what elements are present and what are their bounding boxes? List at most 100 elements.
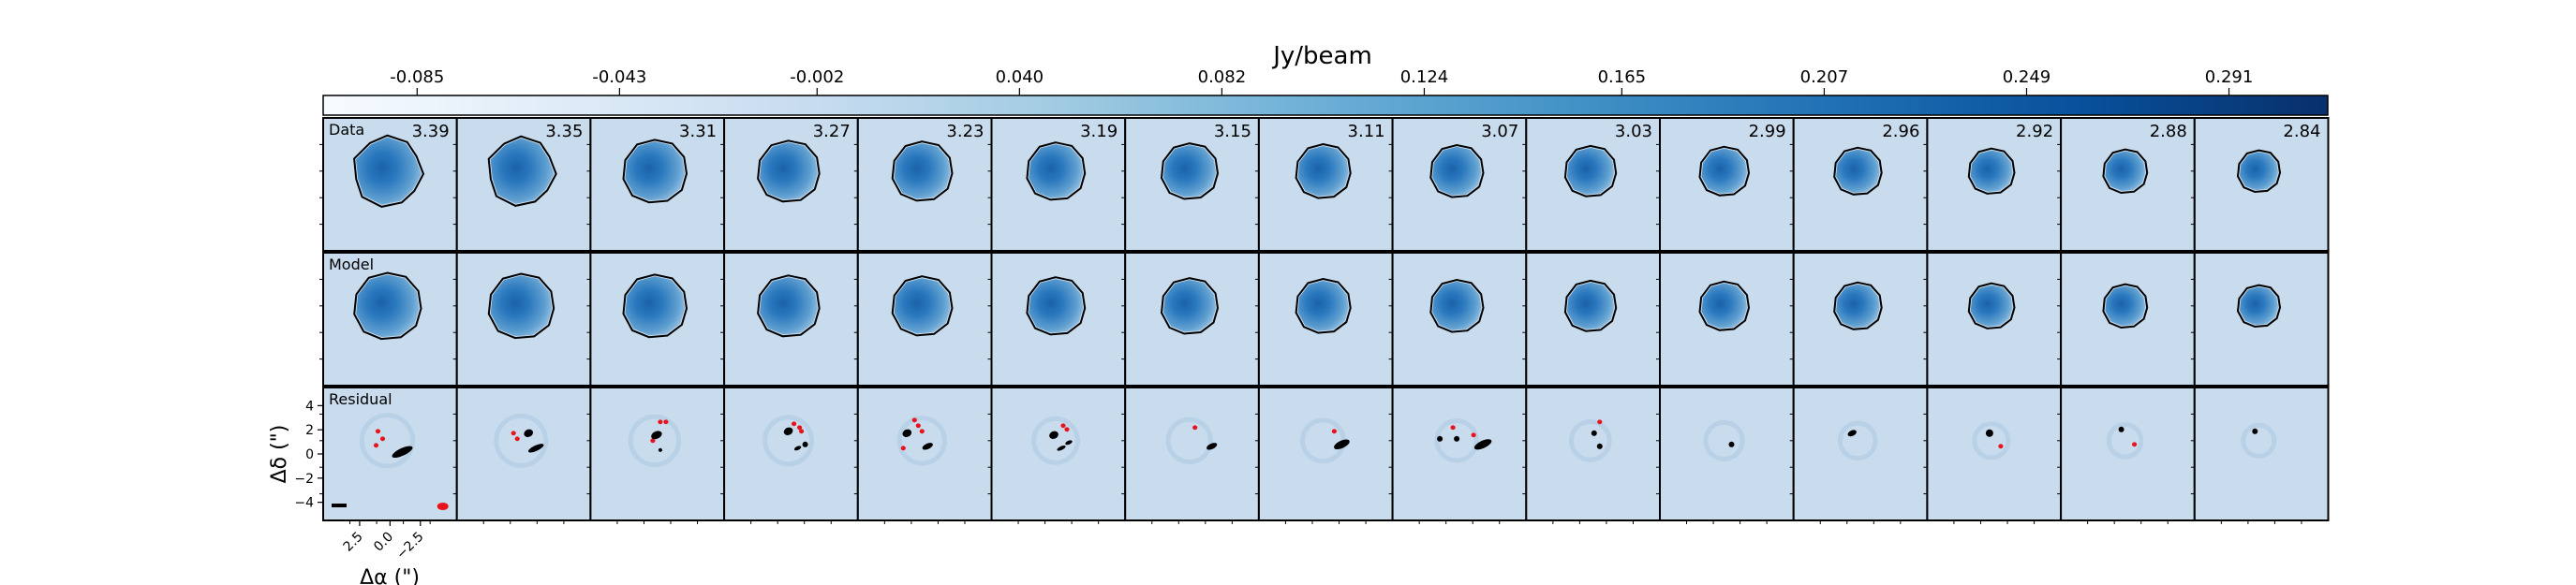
panel-data-2.99: 2.99 <box>1656 117 1795 255</box>
colorbar-tick-label: 0.040 <box>996 67 1044 87</box>
y-tick-label: −4 <box>294 496 314 511</box>
colorbar-tick-label: 0.082 <box>1198 67 1247 87</box>
emission-contour <box>1429 278 1485 333</box>
y-tick-label: 4 <box>305 399 314 414</box>
residual-negative-blob <box>1207 443 1218 450</box>
residual-positive-blob <box>791 421 797 427</box>
emission-blob <box>1701 148 1747 194</box>
emission-contour <box>2102 148 2149 195</box>
emission-blob <box>1432 281 1482 330</box>
colorbar-tick-label: 0.207 <box>1800 67 1849 87</box>
channel-label: 2.92 <box>2016 122 2053 141</box>
colorbar-tick-label: -0.043 <box>592 67 646 87</box>
panel-model-2.84 <box>2190 252 2330 389</box>
channel-label: 2.96 <box>1882 122 1919 141</box>
emission-contour <box>1967 147 2016 195</box>
residual-negative-blob <box>793 446 802 451</box>
emission-contour <box>622 273 688 339</box>
panel-residual-3.23 <box>853 387 993 524</box>
residual-positive-blob <box>1471 432 1476 438</box>
channel-label: 2.88 <box>2150 122 2187 141</box>
emission-blob <box>1163 280 1216 332</box>
residual-positive-blob <box>373 443 379 448</box>
panel-residual-2.96 <box>1789 387 1929 524</box>
emission-blob <box>1701 283 1747 329</box>
emission-blob <box>625 276 685 336</box>
residual-negative-blob <box>1454 435 1460 442</box>
channel-label: 3.07 <box>1481 122 1518 141</box>
colorbar-tick-label: 0.291 <box>2205 67 2254 87</box>
residual-negative-blob <box>1437 435 1443 442</box>
emission-blob <box>1566 147 1615 195</box>
residual-ring <box>2106 421 2144 460</box>
residual-positive-blob <box>1331 429 1337 434</box>
emission-contour <box>1160 277 1220 335</box>
residual-positive-blob <box>911 417 917 423</box>
channel-label: 3.11 <box>1348 122 1385 141</box>
residual-positive-blob <box>915 423 921 429</box>
emission-blob <box>1297 146 1349 197</box>
residual-negative-blob <box>802 441 808 447</box>
x-tick-label: 0.0 <box>371 530 396 555</box>
colorbar-tick-label: -0.085 <box>390 67 444 87</box>
emission-contour <box>1295 277 1352 334</box>
panel-data-3.39: Data 3.39 <box>319 117 458 255</box>
residual-positive-blob <box>1450 425 1456 431</box>
emission-blob <box>490 275 553 337</box>
channel-label: 3.23 <box>946 122 984 141</box>
panel-data-3.11: 3.11 <box>1254 117 1394 255</box>
residual-negative-blob <box>651 431 662 440</box>
residual-negative-blob <box>658 447 662 452</box>
y-axis-label: Δδ (") <box>268 425 291 484</box>
panel-data-3.27: 3.27 <box>720 117 859 255</box>
emission-contour <box>1698 145 1751 197</box>
emission-contour <box>891 140 954 202</box>
residual-negative-blob <box>1985 429 1993 437</box>
emission-contour <box>2236 149 2282 194</box>
residual-ring <box>1972 421 2011 461</box>
residual-negative-blob <box>392 446 413 459</box>
channel-label: 3.03 <box>1615 122 1652 141</box>
residual-positive-blob <box>514 436 520 442</box>
panel-model-3.35 <box>452 252 592 389</box>
residual-positive-blob <box>919 429 925 434</box>
emission-contour <box>2236 284 2282 329</box>
residual-positive-blob <box>900 446 906 451</box>
panel-model-3.11 <box>1254 252 1394 389</box>
emission-contour <box>1295 142 1352 199</box>
panel-model-3.03 <box>1522 252 1662 389</box>
emission-blob <box>1029 279 1084 333</box>
panel-grid: Data 3.39 3.35 3.31 3.27 3.23 3.19 3.15 3.11 3.07… <box>319 117 2330 524</box>
channel-label: 3.35 <box>545 122 583 141</box>
emission-blob <box>1163 145 1216 197</box>
panel-model-2.88 <box>2057 252 2196 389</box>
panel-model-2.96 <box>1789 252 1929 389</box>
residual-ring <box>1434 418 1479 463</box>
residual-positive-blob <box>375 429 381 434</box>
channel-label: 2.84 <box>2283 122 2320 141</box>
emission-contour <box>353 134 425 208</box>
residual-ring <box>494 413 549 468</box>
residual-negative-blob <box>922 443 933 450</box>
residual-negative-blob <box>1334 439 1350 450</box>
emission-contour <box>2102 283 2149 329</box>
emission-contour <box>353 271 422 341</box>
emission-blob <box>2105 285 2146 326</box>
panel-model-3.27 <box>720 252 859 389</box>
row-label: Data <box>329 121 364 139</box>
emission-blob <box>2240 286 2278 326</box>
panel-residual-3.03 <box>1522 387 1662 524</box>
colorbar-tick-label: -0.002 <box>790 67 844 87</box>
panel-residual-3.07 <box>1388 387 1528 524</box>
emission-blob <box>1836 284 1880 328</box>
channel-label: 3.19 <box>1080 122 1118 141</box>
emission-blob <box>356 274 420 338</box>
emission-blob <box>356 137 422 205</box>
emission-blob <box>490 138 555 204</box>
residual-negative-blob <box>524 429 534 437</box>
residual-positive-blob <box>1998 444 2004 449</box>
colorbar-bar <box>322 95 2329 116</box>
emission-contour <box>1160 142 1220 200</box>
residual-ring <box>1165 417 1213 464</box>
colorbar-tick-label: 0.249 <box>2003 67 2051 87</box>
